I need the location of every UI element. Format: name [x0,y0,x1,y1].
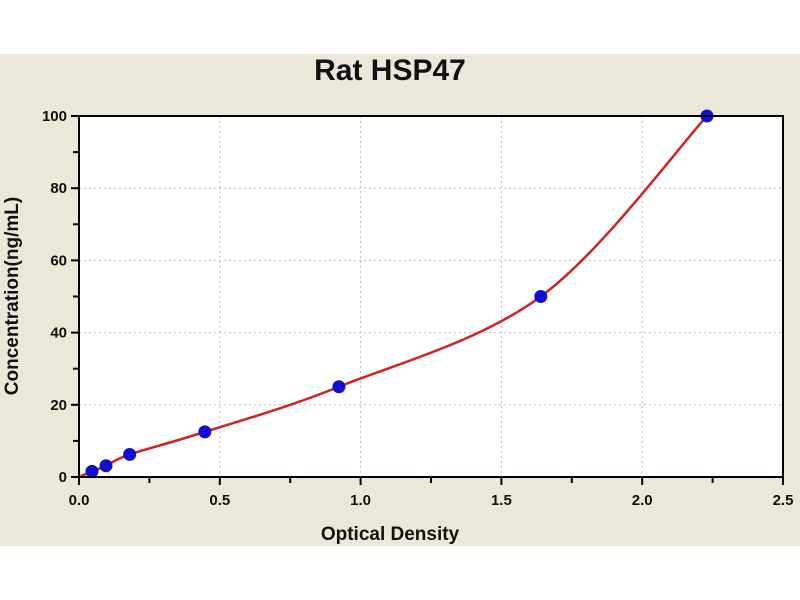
data-point [534,290,548,303]
y-tick-label: 100 [42,108,67,125]
data-point [99,459,113,473]
data-point [85,464,99,478]
y-tick-label: 20 [50,397,67,414]
data-point [332,380,346,394]
plot-area [79,116,783,477]
data-point [198,425,212,439]
chart-title: Rat HSP47 [314,54,466,87]
y-axis-label: Concentration(ng/mL) [2,197,23,395]
y-tick-label: 60 [50,252,67,269]
x-tick-label: 2.5 [773,492,794,509]
fit-curve [78,115,708,479]
x-tick-label: 1.5 [491,492,512,509]
x-tick-label: 0.5 [209,492,230,509]
x-tick-label: 0.0 [69,492,90,509]
y-tick-label: 40 [50,325,67,342]
y-tick-label: 80 [50,180,67,197]
x-tick-label: 2.0 [632,492,653,509]
y-tick-label: 0 [59,469,67,486]
x-tick-label: 1.0 [350,492,371,509]
data-point [123,447,137,461]
x-axis-label: Optical Density [321,524,460,545]
